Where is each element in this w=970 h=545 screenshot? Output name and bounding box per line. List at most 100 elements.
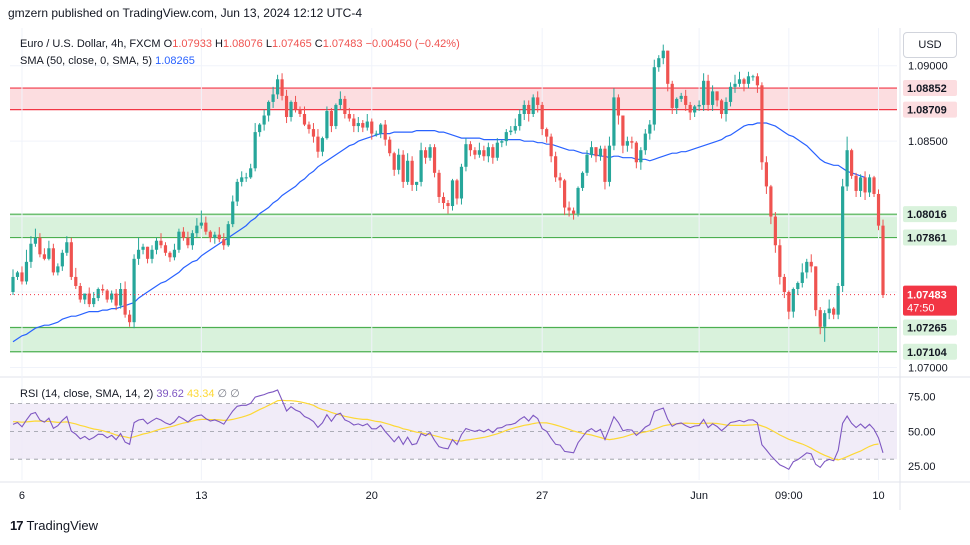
candle-body — [145, 246, 150, 259]
candle-body — [477, 150, 481, 155]
countdown-label: 47:50 — [907, 303, 935, 315]
candle-body — [343, 98, 347, 114]
candle — [612, 88, 616, 151]
candle — [549, 133, 553, 163]
candle — [388, 136, 392, 157]
rsi-tick-label: 75.00 — [908, 392, 936, 404]
candle — [379, 123, 383, 139]
candle — [195, 218, 199, 238]
candle — [625, 136, 629, 152]
axes-layer: 1.070001.075001.080001.085001.090001.088… — [19, 61, 957, 502]
candle — [737, 71, 742, 87]
candle — [38, 233, 42, 258]
legend-value: 1.08076 — [223, 38, 266, 50]
candle-body — [554, 156, 558, 178]
candle-body — [675, 98, 679, 108]
candle — [325, 106, 329, 140]
candle-body — [751, 76, 755, 78]
candle — [213, 231, 217, 244]
candle — [773, 212, 777, 253]
candle-body — [74, 276, 78, 286]
candle — [83, 293, 87, 305]
candle — [284, 89, 289, 124]
footer-brand[interactable]: 17 TradingView — [10, 518, 98, 533]
candle — [760, 82, 764, 170]
candle — [764, 156, 769, 194]
sma-layer — [12, 122, 866, 343]
candle-body — [446, 203, 450, 207]
candle-body — [800, 272, 804, 283]
legend-layer: Euro / U.S. Dollar, 4h, FXCM O1.07933 H1… — [20, 38, 460, 400]
candle-body — [746, 76, 751, 84]
legend-value: 39.62 — [156, 388, 187, 400]
candle — [675, 97, 679, 114]
candle-body — [863, 177, 867, 193]
candle-body — [702, 80, 706, 105]
legend-value: 1.07483 — [323, 38, 366, 50]
candle-body — [397, 154, 401, 170]
candle-body — [15, 272, 20, 277]
candle-body — [666, 50, 670, 84]
candle-body — [742, 79, 746, 84]
candle — [361, 120, 365, 133]
legend-value: 1.07465 — [272, 38, 315, 50]
candle-body — [392, 153, 396, 170]
candle-body — [181, 231, 186, 238]
candle-body — [293, 101, 298, 110]
candle-body — [29, 243, 33, 262]
candle-body — [787, 292, 791, 312]
candle — [876, 189, 881, 231]
candle — [172, 243, 177, 261]
candle-body — [65, 242, 69, 253]
candle-body — [527, 104, 531, 114]
zone-price-label: 1.07861 — [907, 233, 947, 245]
candle — [383, 120, 387, 146]
candle — [253, 123, 257, 172]
candle-body — [311, 129, 316, 137]
candle — [863, 171, 867, 200]
candle — [509, 126, 513, 136]
candle-body — [670, 83, 674, 108]
candle — [715, 91, 719, 107]
legend-value: C — [315, 38, 323, 50]
legend-value: RSI (14, close, SMA, 14, 2) — [20, 388, 156, 400]
candle-body — [562, 180, 567, 208]
candle-body — [486, 147, 490, 157]
candle — [742, 77, 746, 92]
rsi-legend: RSI (14, close, SMA, 14, 2) 39.62 43.34 … — [20, 388, 240, 400]
candle-body — [661, 50, 665, 59]
candle — [406, 153, 410, 185]
candle-body — [791, 289, 795, 312]
candle — [145, 246, 150, 264]
currency-button[interactable]: USD — [903, 32, 957, 58]
candle-body — [123, 289, 127, 315]
candle — [455, 178, 459, 205]
candle — [724, 97, 728, 122]
candle — [881, 219, 885, 299]
rsi-ma-line — [12, 399, 879, 461]
candle — [208, 230, 212, 243]
candle — [652, 59, 656, 131]
candle-body — [773, 216, 777, 246]
candle-body — [132, 258, 136, 323]
candle-body — [119, 289, 123, 306]
candle-body — [459, 166, 464, 199]
candle-body — [361, 123, 365, 128]
candle — [728, 82, 733, 107]
candle — [199, 210, 203, 229]
candle — [693, 104, 697, 118]
candle — [621, 115, 625, 154]
candle — [719, 98, 724, 119]
candle — [787, 290, 791, 320]
candle — [60, 249, 64, 271]
candle — [33, 228, 38, 247]
candle — [338, 91, 342, 110]
legend-value: O — [164, 38, 173, 50]
candle-body — [253, 132, 257, 169]
candle-body — [881, 225, 885, 296]
candle — [769, 184, 773, 225]
zone-price-tag — [903, 101, 957, 118]
candle-body — [280, 79, 284, 96]
candle — [841, 178, 845, 293]
